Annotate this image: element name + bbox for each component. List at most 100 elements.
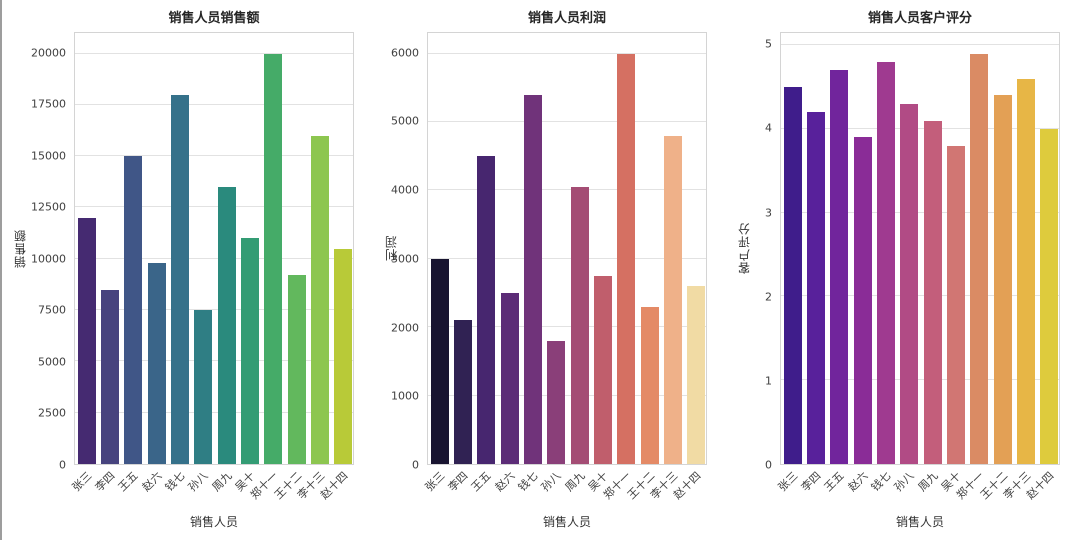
x-axis-label-profit: 销售人员 — [542, 515, 591, 529]
gridline — [428, 189, 706, 191]
gridline — [75, 103, 353, 105]
gridline — [781, 211, 1059, 213]
bar-郑十一 — [264, 53, 283, 464]
bar-王十二 — [287, 275, 306, 464]
y-tick-labels-rating: 0 1 2 3 4 5 — [738, 32, 772, 471]
plot-area-sales — [74, 32, 354, 465]
y-tick-label: 0 — [59, 458, 66, 472]
chart-title-rating: 销售人员客户评分 — [867, 11, 972, 26]
bar-王五 — [830, 70, 849, 464]
y-tick-label: 1000 — [391, 389, 419, 403]
bar-钱七 — [523, 94, 543, 464]
x-axis-label-rating: 销售人员 — [895, 515, 944, 529]
bar-李十三 — [1016, 78, 1036, 464]
bar-李四 — [453, 320, 473, 464]
plot-area-rating — [780, 32, 1060, 465]
gridline — [781, 295, 1059, 297]
gridline — [75, 52, 353, 54]
gridline — [781, 127, 1059, 129]
bar-王五 — [124, 156, 143, 464]
y-tick-label: 6000 — [391, 46, 419, 60]
bar-孙八 — [900, 103, 919, 464]
y-tick-label: 2500 — [38, 406, 66, 420]
x-tick-label: 孙八 — [186, 469, 211, 495]
gridline — [75, 155, 353, 157]
gridline — [75, 257, 353, 259]
gridline — [75, 411, 353, 413]
x-tick-label: 王五 — [116, 469, 141, 495]
x-tick-label: 张三 — [422, 469, 448, 495]
bar-赵六 — [853, 137, 872, 464]
gridline — [75, 206, 353, 208]
y-tick-label: 0 — [765, 458, 772, 472]
bar-郑十一 — [617, 53, 636, 464]
y-tick-label: 2000 — [391, 321, 419, 335]
y-tick-label: 2 — [765, 290, 772, 304]
bar-钱七 — [170, 94, 190, 464]
x-tick-label: 王五 — [822, 469, 847, 495]
x-tick-labels-rating: 张三 李四 王五 赵六 钱七 孙八 周九 吴十 郑十一 王十二 李十三 赵十四 — [775, 469, 1060, 516]
y-tick-labels-profit: 0 1000 2000 3000 4000 5000 6000 — [375, 32, 419, 470]
y-tick-label: 5 — [765, 37, 772, 51]
bar-张三 — [430, 258, 449, 464]
x-axis-label-sales: 销售人员 — [189, 515, 238, 529]
bar-王五 — [477, 156, 496, 464]
bar-李十三 — [663, 135, 683, 464]
x-tick-label: 王五 — [469, 469, 494, 495]
gridline — [75, 309, 353, 311]
bar-孙八 — [194, 310, 213, 464]
gridline — [781, 44, 1059, 46]
bar-王十二 — [993, 95, 1012, 464]
x-tick-label: 张三 — [775, 469, 801, 495]
chart-title-sales: 销售人员销售额 — [168, 11, 260, 26]
y-tick-label: 7500 — [38, 303, 66, 317]
x-tick-label: 孙八 — [892, 469, 917, 495]
bar-周九 — [570, 186, 589, 464]
x-tick-label: 赵六 — [139, 469, 165, 495]
bar-周九 — [217, 186, 236, 464]
y-tick-label: 4 — [765, 121, 772, 135]
screen-left-edge-line — [0, 0, 2, 540]
bar-赵十四 — [334, 248, 353, 464]
x-tick-label: 周九 — [915, 469, 941, 495]
bar-吴十 — [240, 238, 260, 464]
x-tick-label: 周九 — [562, 469, 588, 495]
x-tick-label: 钱七 — [162, 469, 188, 495]
bar-张三 — [783, 87, 802, 464]
x-tick-label: 李四 — [445, 469, 471, 495]
x-tick-label: 赵六 — [845, 469, 871, 495]
bar-吴十 — [946, 145, 966, 464]
x-tick-labels-profit: 张三 李四 王五 赵六 钱七 孙八 周九 吴十 郑十一 王十二 李十三 赵十四 — [422, 469, 707, 516]
gridline — [781, 379, 1059, 381]
y-tick-label: 15000 — [31, 149, 66, 163]
y-tick-labels-sales: 0 2500 5000 7500 10000 12500 15000 17500 20000 — [14, 32, 66, 470]
bar-李四 — [806, 112, 826, 464]
bar-吴十 — [593, 275, 613, 464]
y-tick-label: 3 — [765, 206, 772, 220]
y-tick-label: 20000 — [31, 46, 66, 60]
bar-孙八 — [547, 340, 566, 464]
bar-周九 — [923, 120, 942, 464]
x-tick-label: 李四 — [798, 469, 824, 495]
gridline — [428, 257, 706, 259]
bar-赵十四 — [1040, 128, 1059, 464]
y-tick-label: 3000 — [391, 252, 419, 266]
chart-title-profit: 销售人员利润 — [527, 11, 606, 26]
gridline — [428, 326, 706, 328]
gridline — [428, 52, 706, 54]
y-tick-label: 1 — [765, 374, 772, 388]
y-tick-label: 12500 — [31, 200, 66, 214]
bar-张三 — [77, 217, 96, 464]
y-tick-label: 0 — [412, 458, 419, 472]
x-tick-label: 钱七 — [868, 469, 894, 495]
y-tick-label: 17500 — [31, 97, 66, 111]
x-tick-label: 钱七 — [515, 469, 541, 495]
x-tick-label: 孙八 — [539, 469, 564, 495]
bar-赵六 — [500, 292, 519, 464]
y-tick-label: 5000 — [38, 355, 66, 369]
y-tick-label: 4000 — [391, 183, 419, 197]
x-tick-label: 赵六 — [492, 469, 518, 495]
x-tick-label: 李四 — [92, 469, 118, 495]
bar-赵十四 — [687, 286, 706, 464]
plot-area-profit — [427, 32, 707, 465]
